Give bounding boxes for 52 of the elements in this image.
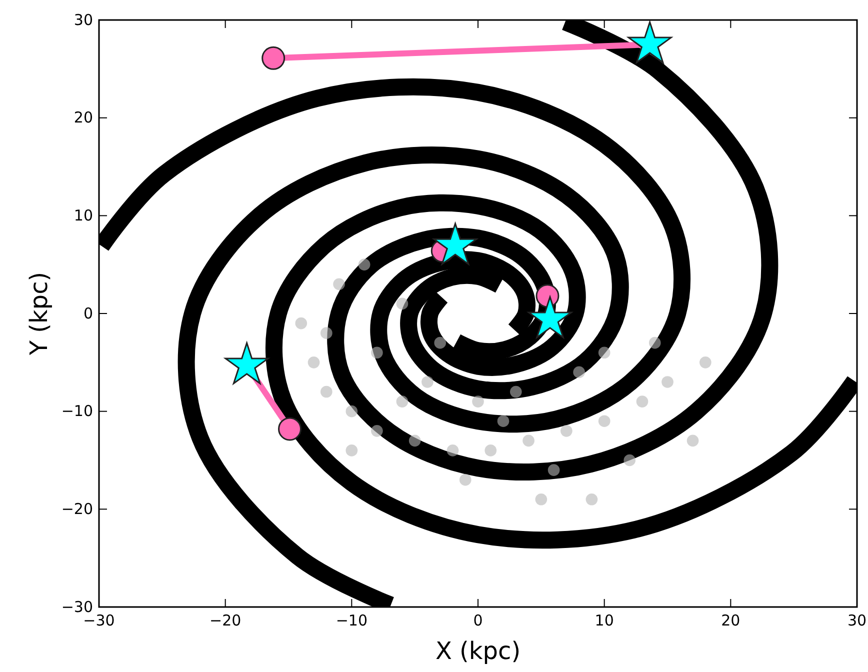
- point: [371, 346, 383, 359]
- point: [295, 317, 308, 330]
- point: [699, 356, 712, 368]
- point: [535, 493, 548, 506]
- point: [262, 46, 286, 70]
- point: [598, 346, 610, 359]
- x-tick-label: −10: [336, 612, 368, 630]
- point: [598, 415, 610, 428]
- x-tick-label: 10: [594, 612, 614, 630]
- point: [636, 396, 648, 408]
- point: [422, 376, 434, 388]
- point: [648, 336, 661, 349]
- point: [548, 464, 560, 476]
- point: [333, 278, 345, 290]
- point: [459, 474, 472, 486]
- y-tick-label: 0: [83, 304, 93, 322]
- x-tick-label: 0: [473, 612, 483, 630]
- y-tick-label: −30: [61, 598, 93, 616]
- y-axis-title: Y (kpc): [25, 272, 53, 356]
- x-tick-label: 20: [721, 612, 740, 630]
- point: [497, 415, 510, 428]
- y-tick-label: 20: [74, 108, 93, 127]
- point: [320, 327, 332, 339]
- point: [624, 454, 636, 466]
- x-tick-label: 30: [847, 612, 867, 630]
- y-tick-label: −20: [61, 500, 93, 518]
- point: [446, 444, 459, 456]
- point: [484, 444, 497, 456]
- point: [278, 417, 302, 441]
- point: [522, 434, 534, 447]
- y-tick-label: 30: [74, 10, 93, 29]
- point: [686, 434, 699, 447]
- point: [308, 356, 320, 368]
- x-tick-label: −20: [210, 612, 242, 630]
- point: [408, 434, 421, 447]
- y-tick-label: 10: [74, 206, 93, 224]
- point: [662, 376, 674, 388]
- x-axis-title: X (kpc): [435, 637, 521, 665]
- point: [510, 386, 522, 398]
- point: [573, 366, 585, 378]
- y-tick-label: −10: [61, 402, 93, 420]
- point: [346, 444, 358, 456]
- point: [396, 396, 408, 408]
- point: [396, 298, 408, 310]
- point: [358, 258, 370, 270]
- point: [434, 336, 446, 349]
- point: [320, 386, 332, 398]
- point: [346, 405, 358, 418]
- point: [472, 396, 484, 408]
- point: [371, 424, 383, 437]
- point: [586, 493, 598, 506]
- point: [560, 424, 572, 437]
